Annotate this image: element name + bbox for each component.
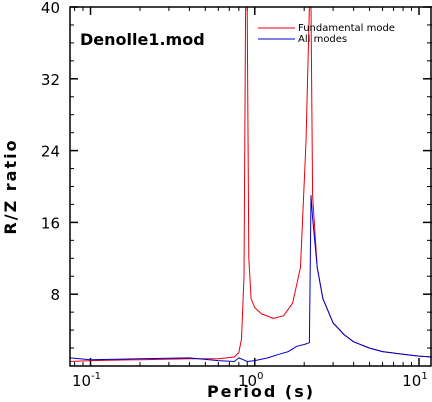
all-modes-line <box>70 195 432 362</box>
y-tick-label: 24 <box>41 143 60 161</box>
y-tick-labels: 8 16 24 32 40 <box>41 0 60 304</box>
series-layer <box>70 7 432 362</box>
x-tick-labels: 10-1 100 101 <box>72 371 428 390</box>
y-tick-label: 32 <box>41 71 60 89</box>
y-tick-label: 16 <box>41 214 60 232</box>
tick-marks <box>70 6 432 366</box>
legend-label: Fundamental mode <box>298 23 395 34</box>
y-axis-title: R/Z ratio <box>1 138 20 234</box>
x-tick-label: 10-1 <box>72 371 101 390</box>
fundamental-mode-line <box>70 7 432 362</box>
x-axis-title: Period (s) <box>207 382 315 401</box>
x-tick-label: 100 <box>238 371 263 390</box>
legend-label: All modes <box>298 34 347 45</box>
y-tick-label: 8 <box>50 286 60 304</box>
plot-title: Denolle1.mod <box>80 30 205 49</box>
y-tick-label: 40 <box>41 0 60 17</box>
x-tick-label: 101 <box>402 371 427 390</box>
plot-frame <box>69 6 432 367</box>
